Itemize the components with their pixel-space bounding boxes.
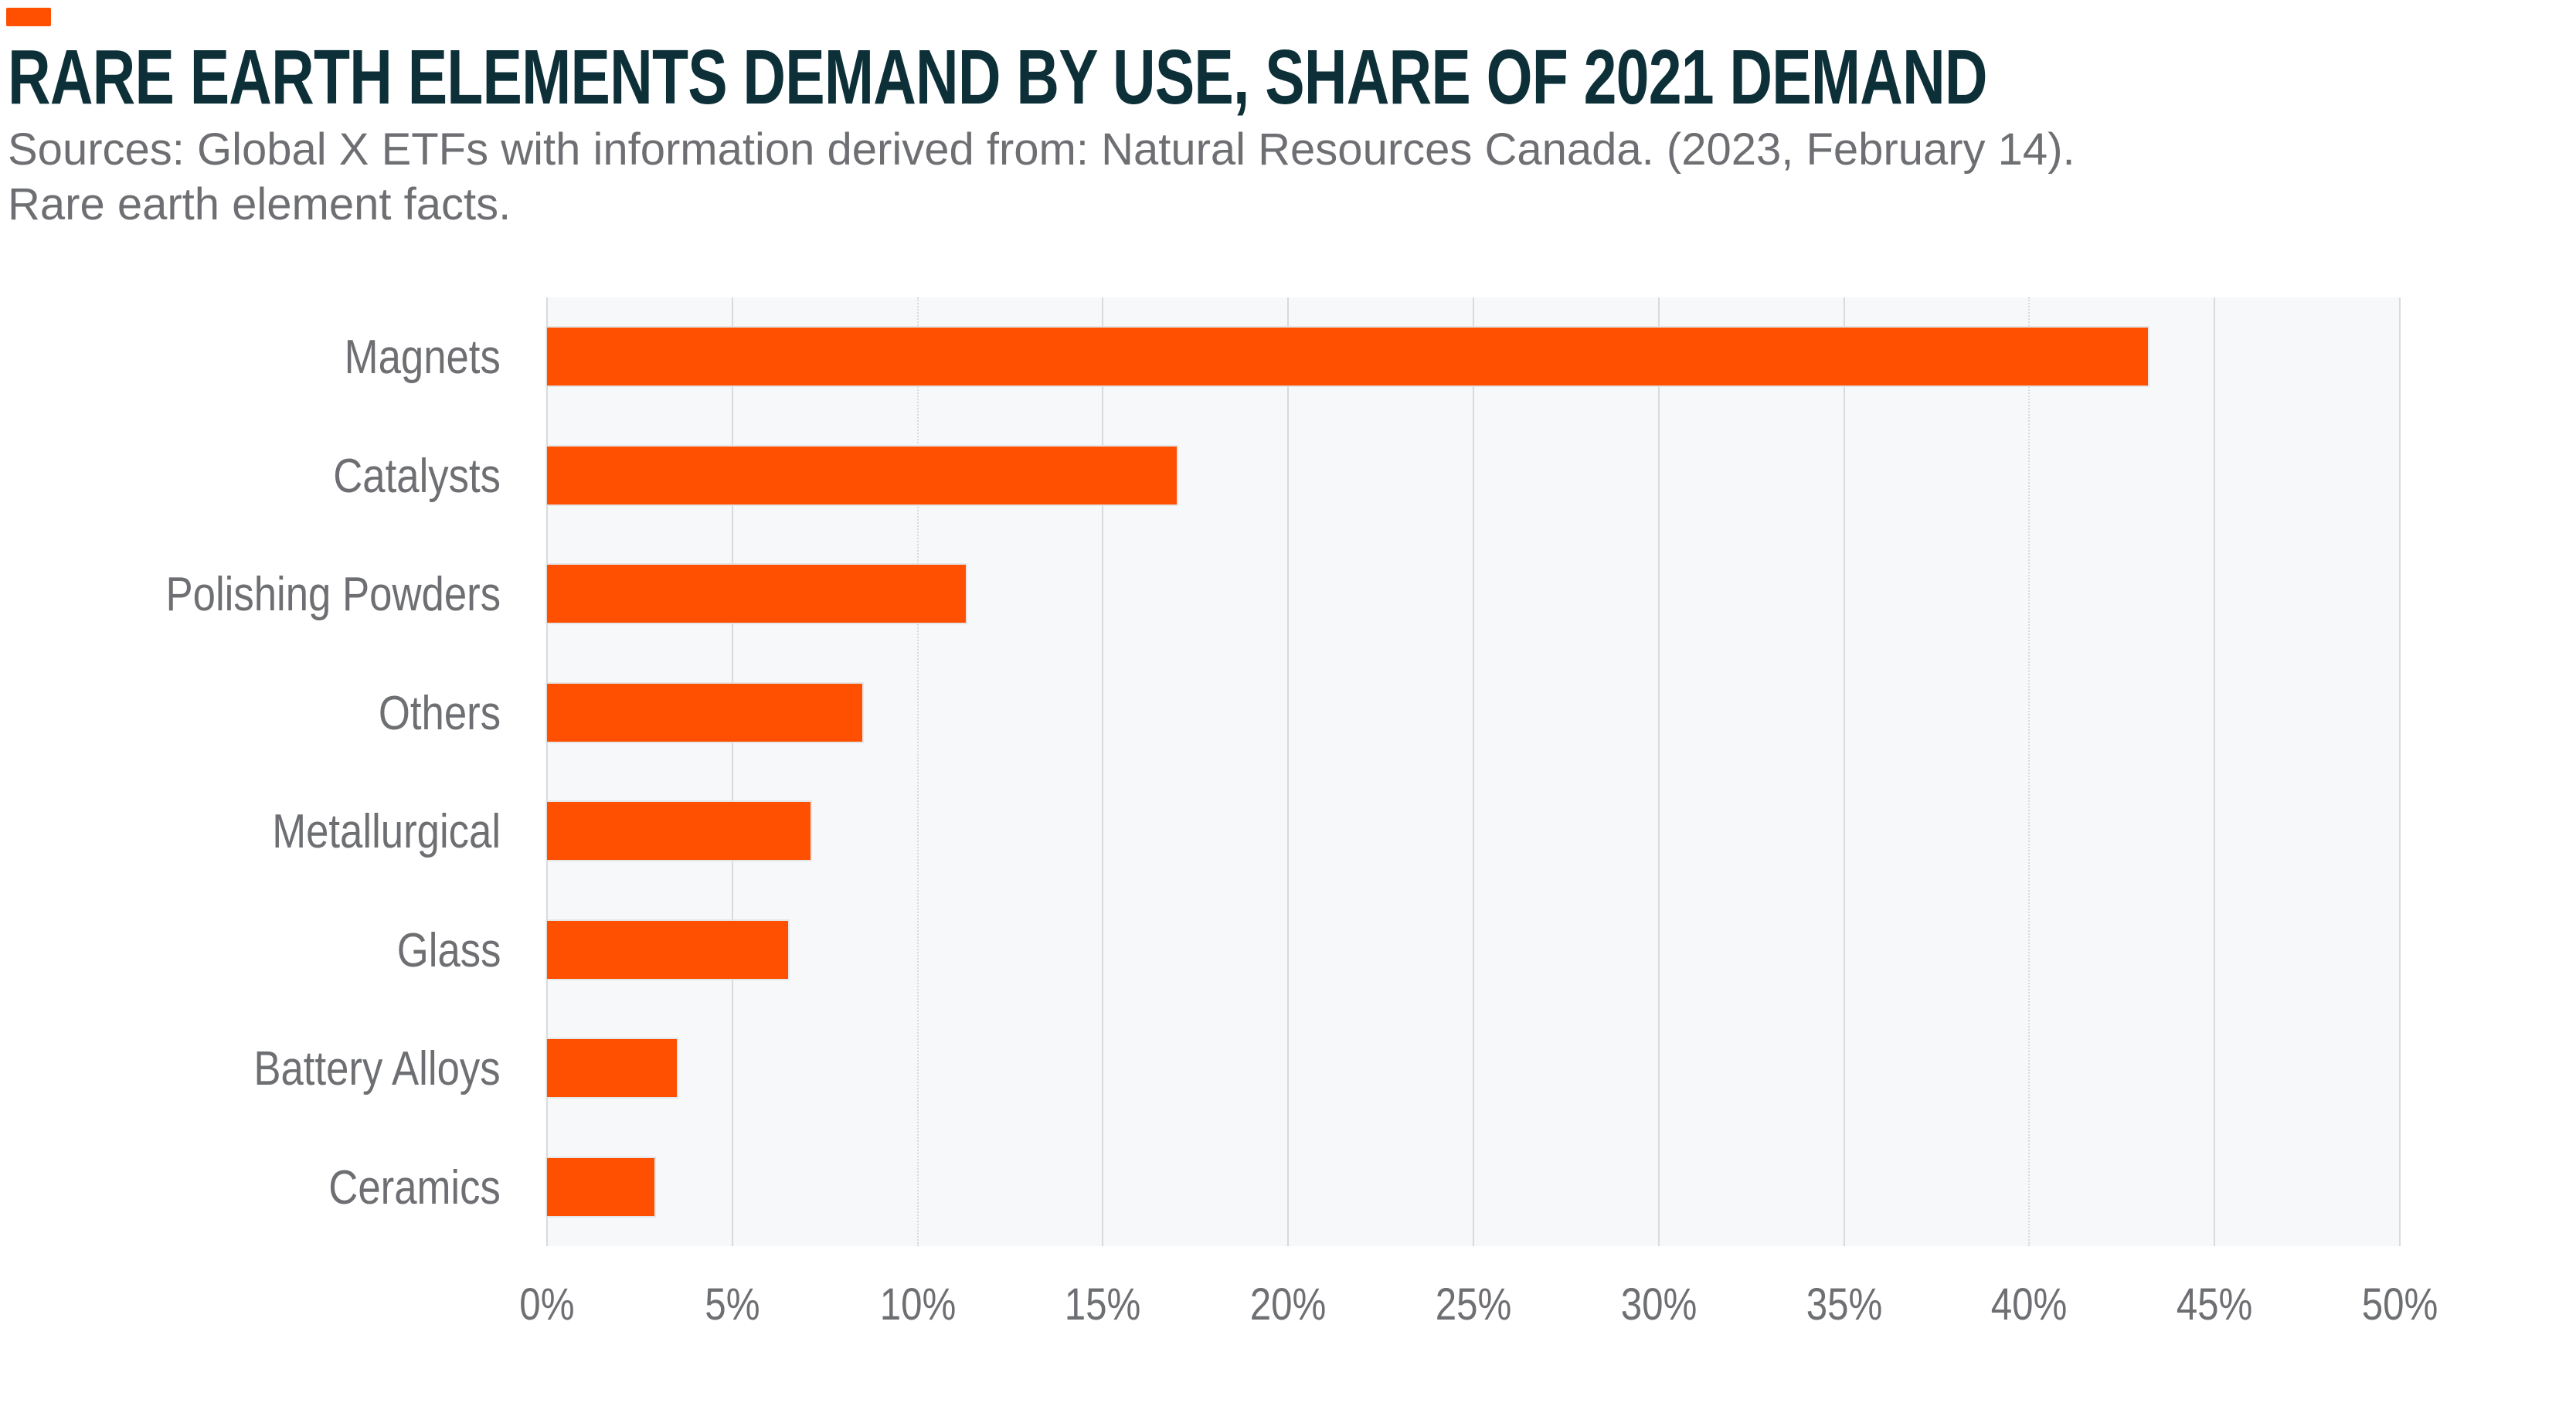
category-label-others: Others (378, 686, 501, 740)
x-tick-label-5-: 5% (705, 1279, 760, 1330)
x-tick-label-30-: 30% (1620, 1279, 1698, 1330)
x-tick-label-20-: 20% (1249, 1279, 1327, 1330)
gridline-45- (2214, 297, 2215, 1246)
gridline-40- (2028, 297, 2030, 1246)
bar-ceramics (547, 1158, 654, 1216)
page-title: RARE EARTH ELEMENTS DEMAND BY USE, SHARE… (8, 39, 2576, 116)
plot-area (546, 297, 2401, 1246)
page-title-text: RARE EARTH ELEMENTS DEMAND BY USE, SHARE… (8, 34, 1988, 121)
x-tick-label-35-: 35% (1806, 1279, 1882, 1330)
bar-glass (547, 921, 788, 979)
bar-magnets (547, 328, 2148, 386)
category-label-magnets: Magnets (344, 330, 501, 384)
x-tick-label-15-: 15% (1065, 1279, 1141, 1330)
gridline-0- (546, 297, 548, 1246)
gridline-5- (732, 297, 733, 1246)
x-tick-label-45-: 45% (2176, 1279, 2253, 1330)
source-line-1: Sources: Global X ETFs with information … (8, 124, 2075, 175)
category-label-metallurgical: Metallurgical (272, 804, 501, 858)
category-label-battery-alloys: Battery Alloys (253, 1041, 501, 1096)
x-tick-label-25-: 25% (1435, 1279, 1512, 1330)
bar-metallurgical (547, 802, 811, 860)
category-label-ceramics: Ceramics (328, 1160, 501, 1214)
gridline-25- (1473, 297, 1474, 1246)
brand-accent-tag (6, 8, 51, 26)
bar-others (547, 684, 862, 742)
category-label-polishing-powders: Polishing Powders (165, 567, 501, 621)
bar-polishing-powders (547, 565, 966, 623)
source-attribution: Sources: Global X ETFs with information … (8, 122, 2075, 232)
gridline-50- (2399, 297, 2401, 1246)
category-label-glass: Glass (396, 923, 501, 977)
x-tick-label-0-: 0% (519, 1279, 575, 1330)
x-tick-label-10-: 10% (879, 1279, 956, 1330)
x-tick-label-50-: 50% (2361, 1279, 2438, 1330)
gridline-20- (1287, 297, 1289, 1246)
gridline-10- (917, 297, 919, 1246)
gridline-35- (1844, 297, 1845, 1246)
x-tick-label-40-: 40% (1991, 1279, 2068, 1330)
category-label-catalysts: Catalysts (333, 449, 501, 503)
bar-battery-alloys (547, 1039, 677, 1097)
source-line-2: Rare earth element facts. (8, 179, 511, 229)
gridline-30- (1658, 297, 1660, 1246)
bar-catalysts (547, 447, 1177, 504)
gridline-15- (1102, 297, 1103, 1246)
